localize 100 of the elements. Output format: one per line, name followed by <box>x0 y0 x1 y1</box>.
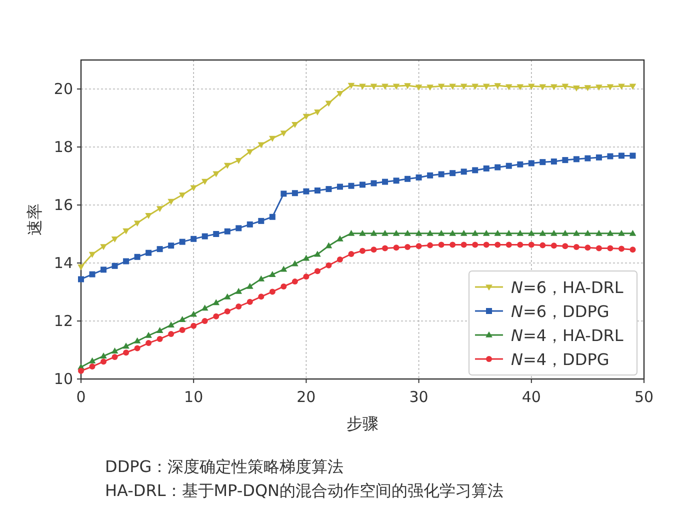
point <box>370 230 378 236</box>
point <box>246 282 254 289</box>
point <box>550 84 558 90</box>
point <box>78 264 84 270</box>
point <box>596 154 602 160</box>
point <box>336 235 344 242</box>
y-tick-label: 10 <box>54 370 73 388</box>
x-tick-label: 10 <box>184 388 204 406</box>
y-tick-label: 14 <box>54 254 73 272</box>
point <box>111 348 118 354</box>
point <box>269 136 276 142</box>
point <box>146 340 152 346</box>
point <box>472 230 478 236</box>
point <box>178 316 186 322</box>
point <box>494 83 502 90</box>
point <box>156 246 163 252</box>
point <box>416 243 422 250</box>
point <box>89 364 96 370</box>
point <box>460 168 467 175</box>
x-tick-label: 30 <box>409 388 428 406</box>
point <box>134 337 141 344</box>
point <box>460 242 467 248</box>
point <box>505 230 512 236</box>
x-axis-title: 步骤 <box>346 414 378 433</box>
point <box>201 304 208 311</box>
point <box>348 251 354 258</box>
point <box>122 228 130 234</box>
point <box>359 230 366 236</box>
point <box>258 275 265 282</box>
point <box>618 152 624 159</box>
point <box>156 206 164 212</box>
point <box>550 230 558 236</box>
point <box>404 83 411 90</box>
point <box>562 243 568 250</box>
point <box>168 331 174 338</box>
point <box>235 158 242 164</box>
point <box>516 230 524 236</box>
point <box>539 84 546 90</box>
point <box>258 142 265 148</box>
point <box>393 244 400 251</box>
point <box>494 230 502 236</box>
point <box>201 178 208 185</box>
point <box>280 190 287 197</box>
point <box>618 230 625 236</box>
point <box>246 149 254 156</box>
point <box>202 233 208 240</box>
legend-label: N=4，HA-DRL <box>511 326 624 345</box>
point <box>111 236 118 243</box>
point <box>472 242 478 248</box>
point <box>460 230 468 236</box>
point <box>89 271 96 278</box>
point <box>506 242 512 248</box>
point <box>460 84 468 90</box>
point <box>382 178 388 185</box>
point <box>168 198 174 205</box>
x-tick-label: 40 <box>522 388 541 406</box>
point <box>100 266 107 273</box>
point <box>336 184 343 190</box>
point <box>596 84 602 91</box>
point <box>540 242 546 248</box>
point <box>427 172 434 178</box>
point <box>404 176 411 182</box>
point <box>562 230 569 236</box>
point <box>415 230 422 236</box>
point <box>156 336 163 342</box>
point <box>426 230 434 236</box>
point <box>483 165 490 172</box>
point <box>190 185 197 192</box>
point <box>179 238 186 245</box>
point <box>494 164 501 170</box>
y-axis-title: 速率 <box>25 204 44 236</box>
point <box>202 318 208 324</box>
point <box>562 84 569 90</box>
point <box>78 276 84 282</box>
point <box>269 214 276 220</box>
point <box>584 230 592 236</box>
text: HA-DRL：基于MP-DQN的混合动作空间的强化学习算法 <box>105 481 504 500</box>
point <box>336 90 344 97</box>
point <box>112 262 118 269</box>
x-tick-label: 0 <box>76 388 86 406</box>
point <box>438 230 445 236</box>
point <box>100 352 107 358</box>
point <box>134 254 140 260</box>
point <box>302 114 310 120</box>
point <box>224 228 230 234</box>
point <box>348 230 355 236</box>
point <box>213 231 220 237</box>
point <box>145 332 152 338</box>
point <box>382 84 388 90</box>
point <box>302 254 310 261</box>
point <box>292 260 298 266</box>
point <box>382 230 388 236</box>
point <box>190 236 197 242</box>
point <box>472 167 478 174</box>
point <box>393 178 400 184</box>
point <box>88 357 96 364</box>
point <box>630 152 636 159</box>
point <box>246 298 253 305</box>
point <box>449 230 456 236</box>
point <box>224 293 231 300</box>
